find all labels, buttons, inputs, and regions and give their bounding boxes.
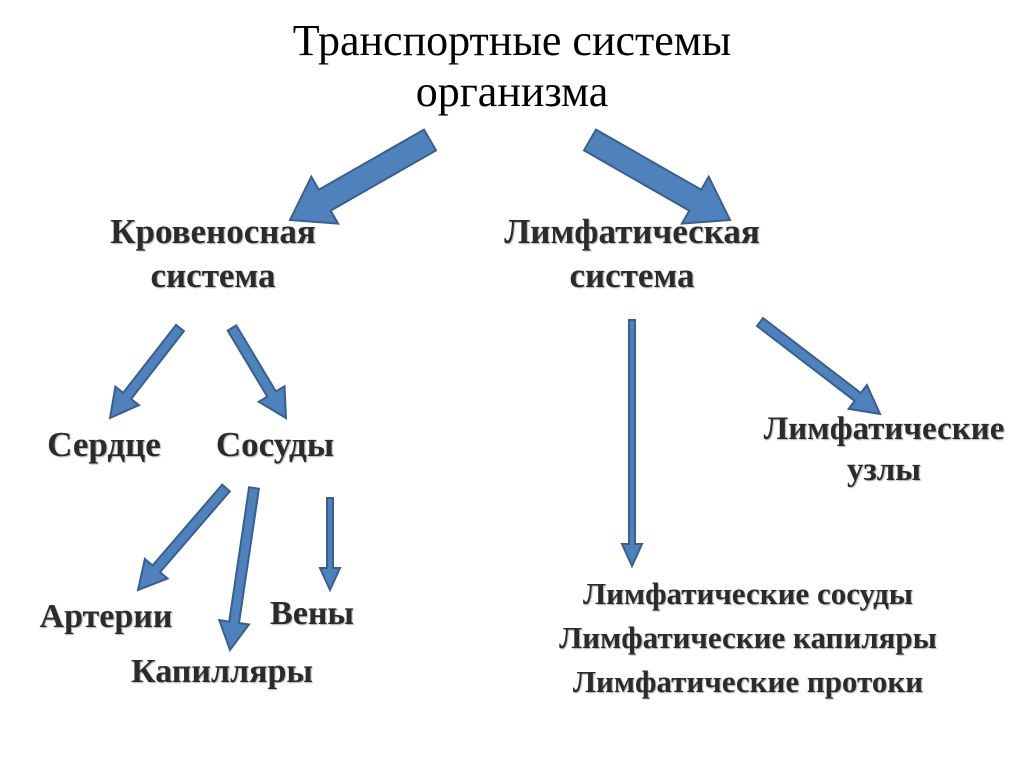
node-arteries: Артерии [40, 596, 173, 639]
node-lymphatic: Лимфатическаясистема [504, 210, 760, 298]
arrow-icon [320, 498, 340, 590]
arrow-icon [138, 485, 230, 590]
node-lymph-nodes: Лимфатическиеузлы [764, 409, 1005, 492]
arrow-icon [228, 325, 286, 418]
node-vessels: Сосуды [216, 423, 334, 467]
title-line1: Транспортные системы [293, 16, 731, 65]
node-lymph-caps: Лимфатические капиляры [559, 619, 937, 658]
node-lymph-vessels: Лимфатические сосуды [583, 575, 913, 614]
node-capillaries: Капилляры [131, 651, 313, 694]
diagram-title: Транспортные системы организма [0, 16, 1024, 117]
title-line2: организма [416, 67, 609, 116]
node-lymph-ducts: Лимфатические протоки [573, 663, 923, 702]
node-veins: Вены [270, 593, 354, 636]
arrow-icon [219, 487, 259, 650]
arrow-icon [110, 325, 184, 418]
diagram-stage: Транспортные системы организма Кровеносн… [0, 0, 1024, 767]
node-heart: Сердце [47, 423, 161, 467]
node-circulatory: Кровеноснаясистема [110, 210, 316, 298]
arrow-icon [757, 318, 880, 414]
arrow-icon [622, 320, 642, 566]
